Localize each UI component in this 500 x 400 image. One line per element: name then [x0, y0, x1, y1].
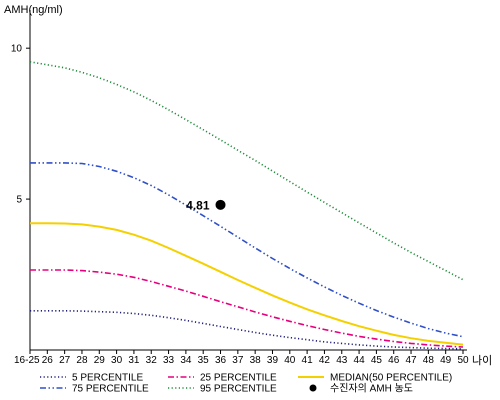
- x-tick-label: 41: [302, 355, 314, 366]
- x-tick-label: 31: [128, 355, 140, 366]
- x-tick-label: 29: [94, 355, 106, 366]
- x-tick-label: 48: [423, 355, 435, 366]
- series-line: [30, 269, 464, 348]
- y-tick-label: 10: [11, 44, 23, 55]
- x-axis-title: 나이: [472, 354, 492, 367]
- point-layer: 4.81: [186, 198, 226, 212]
- axes: AMH(ng/ml) 나이 5 10 16-25 26 27 28 29 30 31 32 33 34 35…: [4, 4, 492, 367]
- x-tick-label: 16-25: [14, 355, 40, 366]
- x-tick-label: 43: [336, 355, 348, 366]
- legend-label: MEDIAN(50 PERCENTILE): [330, 373, 452, 384]
- x-tick-label: 30: [111, 355, 123, 366]
- series-line: [30, 162, 464, 338]
- y-tick-label: 5: [16, 195, 22, 206]
- patient-amh-value-label: 4.81: [186, 198, 210, 212]
- legend: 5 PERCENTILE 25 PERCENTILE MEDIAN(50 PERCE…: [40, 373, 452, 395]
- legend-label: 25 PERCENTILE: [200, 373, 277, 384]
- x-tick-label: 27: [59, 355, 71, 366]
- legend-label: 5 PERCENTILE: [72, 373, 143, 384]
- x-tick-label: 42: [319, 355, 331, 366]
- legend-point-label: 수진자의 AMH 농도: [330, 383, 413, 395]
- legend-label: 75 PERCENTILE: [72, 384, 149, 395]
- x-tick-label: 35: [198, 355, 210, 366]
- x-tick-label: 33: [163, 355, 175, 366]
- x-tick-label: 49: [440, 355, 452, 366]
- x-tick-label: 40: [284, 355, 296, 366]
- series-line: [30, 222, 464, 346]
- x-tick-label: 37: [232, 355, 244, 366]
- x-tick-label: 32: [146, 355, 158, 366]
- patient-amh-point: [215, 199, 226, 210]
- x-tick-label: 36: [215, 355, 227, 366]
- x-tick-label: 26: [42, 355, 54, 366]
- x-tick-label: 50: [457, 355, 469, 366]
- series-layer: [29, 61, 464, 350]
- legend-point-swatch: [309, 384, 317, 392]
- x-tick-label: 28: [76, 355, 88, 366]
- y-axis-title: AMH(ng/ml): [4, 4, 63, 16]
- x-tick-label: 44: [354, 355, 366, 366]
- series-line: [29, 61, 464, 281]
- x-tick-label: 47: [405, 355, 417, 366]
- x-tick-label: 34: [180, 355, 192, 366]
- series-line: [30, 309, 464, 350]
- x-tick-label: 45: [371, 355, 383, 366]
- x-tick-label: 46: [388, 355, 400, 366]
- x-tick-label: 39: [267, 355, 279, 366]
- legend-label: 95 PERCENTILE: [200, 384, 277, 395]
- x-tick-label: 38: [250, 355, 262, 366]
